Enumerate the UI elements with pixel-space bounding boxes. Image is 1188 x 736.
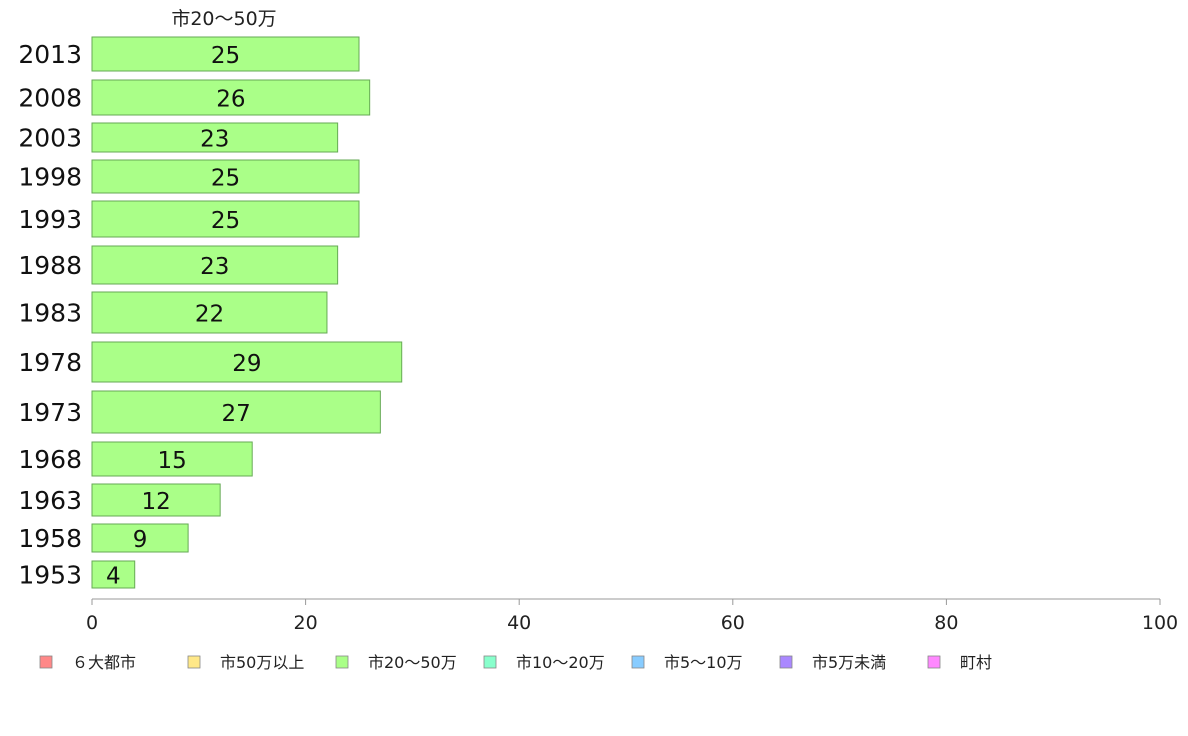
category-label: 1993 xyxy=(18,205,82,234)
x-tick-label: 20 xyxy=(294,612,318,634)
x-tick-label: 100 xyxy=(1142,612,1178,634)
legend-label: 市5～10万 xyxy=(664,653,743,672)
category-label: 1953 xyxy=(18,561,82,590)
x-axis: 0 20 40 60 80 100 xyxy=(86,598,1178,634)
category-label: 1988 xyxy=(18,251,82,280)
data-label: 26 xyxy=(216,87,245,113)
legend-swatch xyxy=(483,655,497,669)
bar xyxy=(91,341,403,383)
legend-swatch xyxy=(631,655,645,669)
x-tick-label: 60 xyxy=(721,612,745,634)
bar xyxy=(91,245,339,285)
legend-swatch xyxy=(927,655,941,669)
bar xyxy=(91,483,221,517)
chart-title: 市20～50万 xyxy=(171,8,276,30)
bar xyxy=(91,291,328,334)
bar xyxy=(91,200,360,238)
legend: ６大都市 市50万以上 市20～50万 市10～20万 市5～10万 市5万未満 町村 xyxy=(39,653,992,672)
legend-label: ６大都市 xyxy=(72,653,136,672)
data-label: 23 xyxy=(200,254,229,280)
category-label: 2008 xyxy=(18,84,82,113)
category-label: 2003 xyxy=(18,124,82,153)
category-label: 1983 xyxy=(18,299,82,328)
category-label: 1978 xyxy=(18,348,82,377)
category-label: 1968 xyxy=(18,445,82,474)
legend-swatch xyxy=(39,655,53,669)
data-label: 9 xyxy=(133,527,148,553)
legend-label: 市50万以上 xyxy=(220,653,304,672)
category-label: 1958 xyxy=(18,524,82,553)
x-tick-label: 0 xyxy=(86,612,98,634)
bars-group: 2013 25 2008 26 2003 23 1998 25 1993 25 1988 23 1983… xyxy=(18,36,403,590)
bar xyxy=(91,523,189,553)
data-label: 25 xyxy=(211,208,240,234)
bar xyxy=(91,79,371,116)
x-tick-label: 80 xyxy=(934,612,958,634)
legend-label: 市5万未満 xyxy=(812,653,886,672)
bar xyxy=(91,122,339,153)
data-label: 25 xyxy=(211,43,240,69)
data-label: 29 xyxy=(232,351,261,377)
category-label: 1998 xyxy=(18,163,82,192)
category-label: 2013 xyxy=(18,40,82,69)
x-tick-label: 40 xyxy=(507,612,531,634)
category-label: 1963 xyxy=(18,486,82,515)
category-label: 1973 xyxy=(18,398,82,427)
data-label: 4 xyxy=(106,564,121,590)
legend-label: 町村 xyxy=(960,653,992,672)
legend-label: 市20～50万 xyxy=(368,653,457,672)
bar xyxy=(91,390,381,434)
legend-swatch xyxy=(779,655,793,669)
data-label: 23 xyxy=(200,127,229,153)
data-label: 25 xyxy=(211,166,240,192)
legend-swatch xyxy=(187,655,201,669)
bar xyxy=(91,441,253,477)
data-label: 12 xyxy=(141,489,170,515)
data-label: 27 xyxy=(222,401,251,427)
data-label: 15 xyxy=(157,448,186,474)
legend-swatch xyxy=(335,655,349,669)
bar xyxy=(91,36,360,72)
bar xyxy=(91,560,136,589)
bar xyxy=(91,159,360,194)
data-label: 22 xyxy=(195,302,224,328)
legend-label: 市10～20万 xyxy=(516,653,605,672)
